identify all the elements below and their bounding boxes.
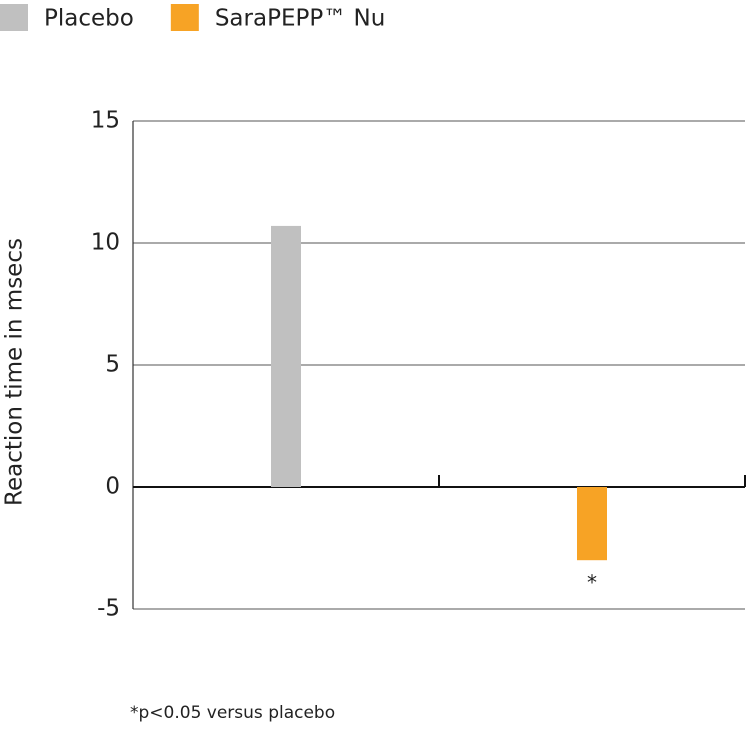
annotation: *	[587, 571, 597, 595]
y-tick-label: 10	[91, 230, 120, 256]
footnote: *p<0.05 versus placebo	[130, 703, 335, 723]
y-tick-label: -5	[97, 596, 120, 622]
y-tick-label: 15	[91, 108, 120, 134]
bar	[577, 487, 607, 561]
legend-label: Placebo	[44, 6, 134, 32]
legend-swatch	[0, 4, 28, 31]
bar	[271, 225, 301, 488]
y-tick-label: 5	[105, 352, 120, 378]
y-axis-label: Reaction time in msecs	[2, 238, 28, 506]
legend-label: SaraPEPP™ Nu	[215, 6, 385, 32]
y-tick-label: 0	[105, 474, 120, 500]
legend-swatch	[170, 4, 199, 31]
